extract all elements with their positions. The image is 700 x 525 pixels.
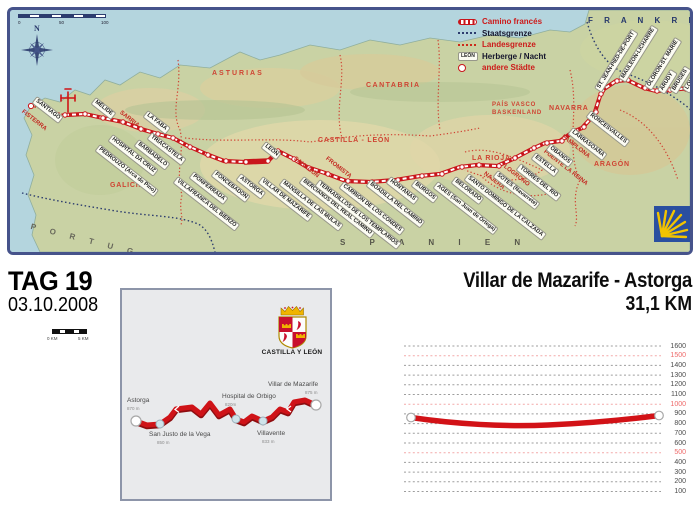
stage-title-block: Villar de Mazarife - Astorga 31,1 KM: [463, 269, 692, 316]
landesgrenze-symbol: [458, 43, 482, 46]
country-label-frankreich: F R A N K R E I C H: [588, 16, 690, 25]
ytick-100: 100: [674, 488, 686, 495]
waypoint-san-justo: San Justo de la Vega: [149, 431, 211, 438]
country-label-spanien: S P A N I E N: [340, 238, 532, 247]
staatsgrenze-symbol: [458, 32, 482, 35]
legend-andere: andere Städte: [482, 63, 535, 73]
ytick-900: 900: [674, 410, 686, 418]
ytick-700: 700: [674, 429, 686, 437]
overview-map: N 0 50 100 Camino fran: [7, 7, 693, 255]
ytick-1200: 1200: [670, 381, 686, 389]
compass-icon: N: [21, 24, 53, 66]
waypoint-astorga-elev: 870 m: [127, 406, 140, 411]
waypoint-hospital-elev: 820m: [225, 402, 237, 407]
detail-marker-hospital: [231, 414, 241, 424]
ytick-1600: 1600: [670, 342, 686, 350]
stage-route-title: Villar de Mazarife - Astorga: [463, 269, 692, 292]
camino-shell-icon: [654, 206, 690, 242]
ytick-200: 200: [674, 478, 686, 486]
waypoint-san-justo-elev: 850 m: [157, 440, 170, 445]
region-label-la-rioja: LA RIOJA: [472, 155, 511, 162]
map-scale-bar: 0 50 100: [18, 14, 109, 25]
region-label-galicia: GALICIA: [110, 182, 145, 189]
ytick-300: 300: [674, 468, 686, 476]
town-circle-symbol: [458, 63, 482, 72]
ytick-1400: 1400: [670, 361, 686, 369]
profile-start-marker: [406, 412, 416, 423]
stage-date: 03.10.2008: [8, 294, 99, 316]
crest-label: CASTILLA Y LEÓN: [261, 349, 323, 356]
stage-distance: 31,1 KM: [625, 293, 692, 315]
waypoint-villavente: Villavente: [257, 430, 286, 437]
ytick-1000: 1000: [670, 400, 686, 408]
scale-100: 100: [101, 20, 109, 25]
waypoint-villar: Villar de Mazarife: [268, 381, 319, 388]
stage-scale-5: 5 KM: [78, 336, 89, 341]
waypoint-hospital: Hospital de Orbigo: [222, 393, 276, 400]
legend-staatsgrenze: Staatsgrenze: [482, 28, 532, 38]
scale-0: 0: [18, 20, 21, 25]
waypoint-astorga: Astorga: [127, 397, 150, 404]
santiago-cross-icon: [60, 88, 76, 113]
detail-marker-astorga: [130, 415, 142, 427]
national-borders: [21, 21, 690, 252]
stage-detail-map: CASTILLA Y LEÓN Astorga 870 m San Justo …: [120, 288, 332, 501]
waypoint-villar-elev: 875 m: [305, 390, 318, 395]
waypoint-villavente-elev: 833 m: [262, 439, 275, 444]
map-legend: Camino francés Staatsgrenze Landesgrenze…: [458, 16, 546, 74]
region-label-castilla-leon: CASTILLA - LEÓN: [318, 137, 391, 144]
svg-text:N: N: [34, 24, 40, 33]
legend-camino: Camino francés: [482, 17, 543, 27]
detail-marker-san-justo: [155, 419, 165, 429]
profile-artwork: [404, 345, 664, 492]
herberge-symbol: LEÓN: [458, 52, 482, 61]
region-label-baskenland: BASKENLAND: [492, 110, 542, 116]
ytick-1300: 1300: [670, 371, 686, 379]
gridlines: [404, 345, 661, 492]
legend-herberge: Herberge / Nacht: [482, 51, 547, 61]
region-label-asturias: ASTURIAS: [212, 70, 264, 77]
ytick-1500: 1500: [670, 352, 686, 360]
region-label-cantabria: CANTABRIA: [366, 82, 421, 89]
region-label-navarra: NAVARRA: [549, 105, 589, 112]
profile-end-marker: [654, 410, 664, 421]
castilla-leon-crest-icon: [278, 306, 307, 349]
ytick-800: 800: [674, 420, 686, 428]
scale-50: 50: [59, 20, 65, 25]
legend-landesgrenze: Landesgrenze: [482, 40, 536, 50]
region-label-aragon: ARAGÓN: [594, 161, 630, 168]
stage-scale-bar: 0 KM 5 KM: [47, 329, 89, 341]
region-label-pais-vasco: PAÍS VASCO: [492, 102, 537, 108]
stage-scale-0: 0 KM: [47, 336, 58, 341]
detail-route: [134, 397, 318, 430]
camino-route-symbol: [458, 18, 482, 25]
profile-line: [408, 412, 662, 429]
ytick-1100: 1100: [670, 391, 686, 398]
elevation-profile: 1600 1500 1400 1300 1200 1100 1000 900 8…: [400, 338, 692, 508]
stage-number: TAG 19: [8, 266, 93, 296]
detail-marker-villavente: [258, 416, 268, 426]
ytick-400: 400: [674, 458, 686, 466]
detail-marker-villar: [310, 399, 322, 411]
detail-artwork: [130, 306, 322, 430]
ytick-500: 500: [674, 449, 686, 457]
ytick-600: 600: [674, 439, 686, 447]
